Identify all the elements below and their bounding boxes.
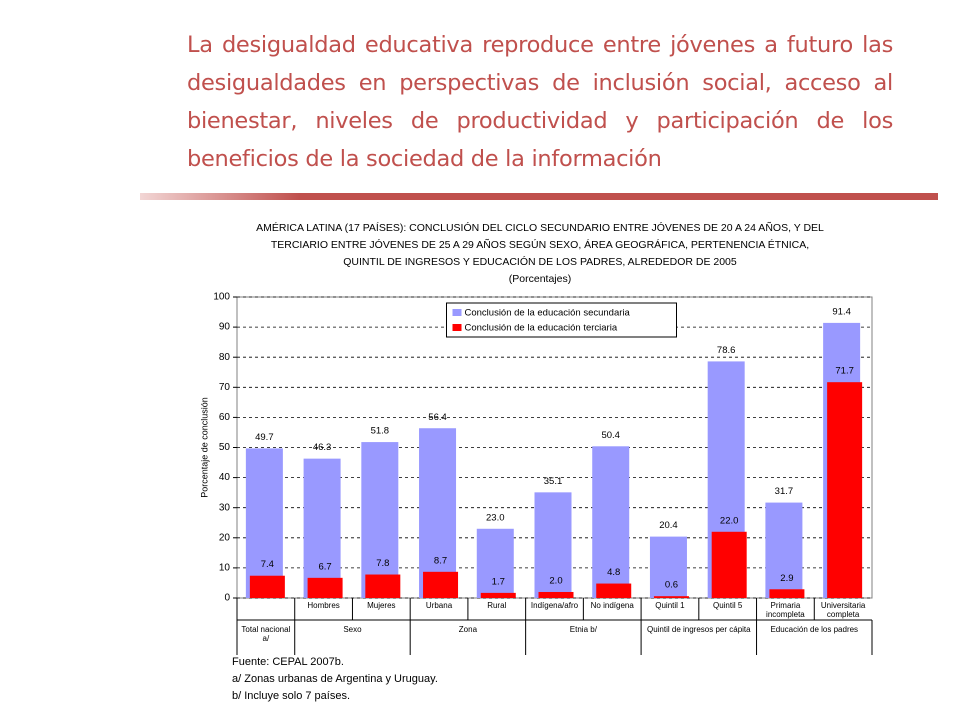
bar xyxy=(538,591,574,598)
value-label: 35.1 xyxy=(544,476,563,487)
value-label: 7.4 xyxy=(261,559,274,570)
bar xyxy=(365,574,401,598)
y-tick-label: 100 xyxy=(213,292,230,303)
note: b/ Incluye solo 7 países. xyxy=(232,690,351,702)
value-label: 4.8 xyxy=(607,567,620,578)
group-label: Total nacional a/ xyxy=(241,625,291,643)
value-label: 56.4 xyxy=(428,412,447,423)
bar xyxy=(361,442,399,598)
bar xyxy=(423,571,459,598)
divider xyxy=(140,193,938,200)
value-label: 6.7 xyxy=(318,561,331,572)
x-tick-label: Urbana xyxy=(425,601,453,610)
chart-title: AMÉRICA LATINA (17 PAÍSES): CONCLUSIÓN D… xyxy=(256,221,824,234)
x-tick-label: No indígena xyxy=(590,601,634,610)
value-label: 7.8 xyxy=(376,558,389,569)
bar xyxy=(653,596,689,598)
x-tick-label: Primaria incompleta xyxy=(766,601,805,619)
chart-title: QUINTIL DE INGRESOS Y EDUCACIÓN DE LOS P… xyxy=(343,255,737,268)
value-label: 23.0 xyxy=(486,512,505,523)
value-label: 20.4 xyxy=(659,520,678,531)
bar xyxy=(827,382,863,598)
value-label: 46.3 xyxy=(313,442,332,453)
group-label: Zona xyxy=(458,625,478,634)
legend-label: Conclusión de la educación secundaria xyxy=(465,308,631,319)
value-label: 71.7 xyxy=(835,366,854,377)
y-tick-label: 40 xyxy=(219,472,231,483)
x-tick-label: Indígena/afro xyxy=(530,601,579,610)
y-tick-label: 20 xyxy=(219,532,231,543)
x-tick-label: Universitaria completa xyxy=(820,601,866,619)
bar xyxy=(769,589,805,598)
bar xyxy=(592,446,630,598)
bar xyxy=(534,492,572,598)
value-label: 2.9 xyxy=(780,573,793,584)
x-tick-label: Hombres xyxy=(307,601,340,610)
bar xyxy=(711,531,747,598)
x-tick-label: Mujeres xyxy=(367,601,396,610)
y-axis-label: Porcentaje de conclusión xyxy=(199,397,209,498)
value-label: 2.0 xyxy=(549,575,562,586)
y-tick-label: 70 xyxy=(219,382,231,393)
value-label: 1.7 xyxy=(492,576,505,587)
value-label: 51.8 xyxy=(371,426,390,437)
value-label: 31.7 xyxy=(775,486,794,497)
bar xyxy=(480,592,516,598)
note: Fuente: CEPAL 2007b. xyxy=(232,656,344,668)
value-label: 50.4 xyxy=(601,430,620,441)
x-tick-label: Quintil 5 xyxy=(712,601,743,610)
group-label: Quintil de ingresos per cápita xyxy=(646,625,751,634)
y-tick-label: 50 xyxy=(219,442,231,453)
bar xyxy=(419,428,457,598)
value-label: 91.4 xyxy=(832,306,851,317)
bar xyxy=(476,528,514,598)
y-tick-label: 10 xyxy=(219,563,231,574)
heading: La desigualdad educativa reproduce entre… xyxy=(187,32,893,172)
group-label: Sexo xyxy=(343,625,362,634)
y-tick-label: 80 xyxy=(219,352,231,363)
legend-box xyxy=(446,302,677,338)
value-label: 22.0 xyxy=(720,515,739,526)
bar xyxy=(596,583,632,598)
bar xyxy=(245,448,283,598)
chart-subtitle: (Porcentajes) xyxy=(509,273,571,285)
bar xyxy=(303,458,341,598)
y-tick-label: 60 xyxy=(219,412,231,423)
group-label: Educación de los padres xyxy=(770,625,859,634)
y-tick-label: 90 xyxy=(219,322,231,333)
x-tick-label: Quintil 1 xyxy=(655,601,685,610)
x-tick-label xyxy=(237,598,295,620)
chart-title: TERCIARIO ENTRE JÓVENES DE 25 A 29 AÑOS … xyxy=(271,238,809,251)
group-label: Etnia b/ xyxy=(569,625,597,634)
bar xyxy=(649,536,687,598)
legend-label: Conclusión de la educación terciaria xyxy=(465,323,618,334)
bar xyxy=(249,575,285,598)
legend-swatch xyxy=(452,309,462,316)
value-label: 0.6 xyxy=(665,580,678,591)
note: a/ Zonas urbanas de Argentina y Uruguay. xyxy=(232,673,438,685)
value-label: 78.6 xyxy=(717,345,736,356)
y-tick-label: 30 xyxy=(219,502,231,513)
value-label: 49.7 xyxy=(255,432,274,443)
y-tick-label: 0 xyxy=(224,593,230,604)
legend-swatch xyxy=(452,324,462,331)
bar xyxy=(307,577,343,598)
x-tick-label: Rural xyxy=(487,601,507,610)
value-label: 8.7 xyxy=(434,555,447,566)
bar xyxy=(765,502,803,598)
